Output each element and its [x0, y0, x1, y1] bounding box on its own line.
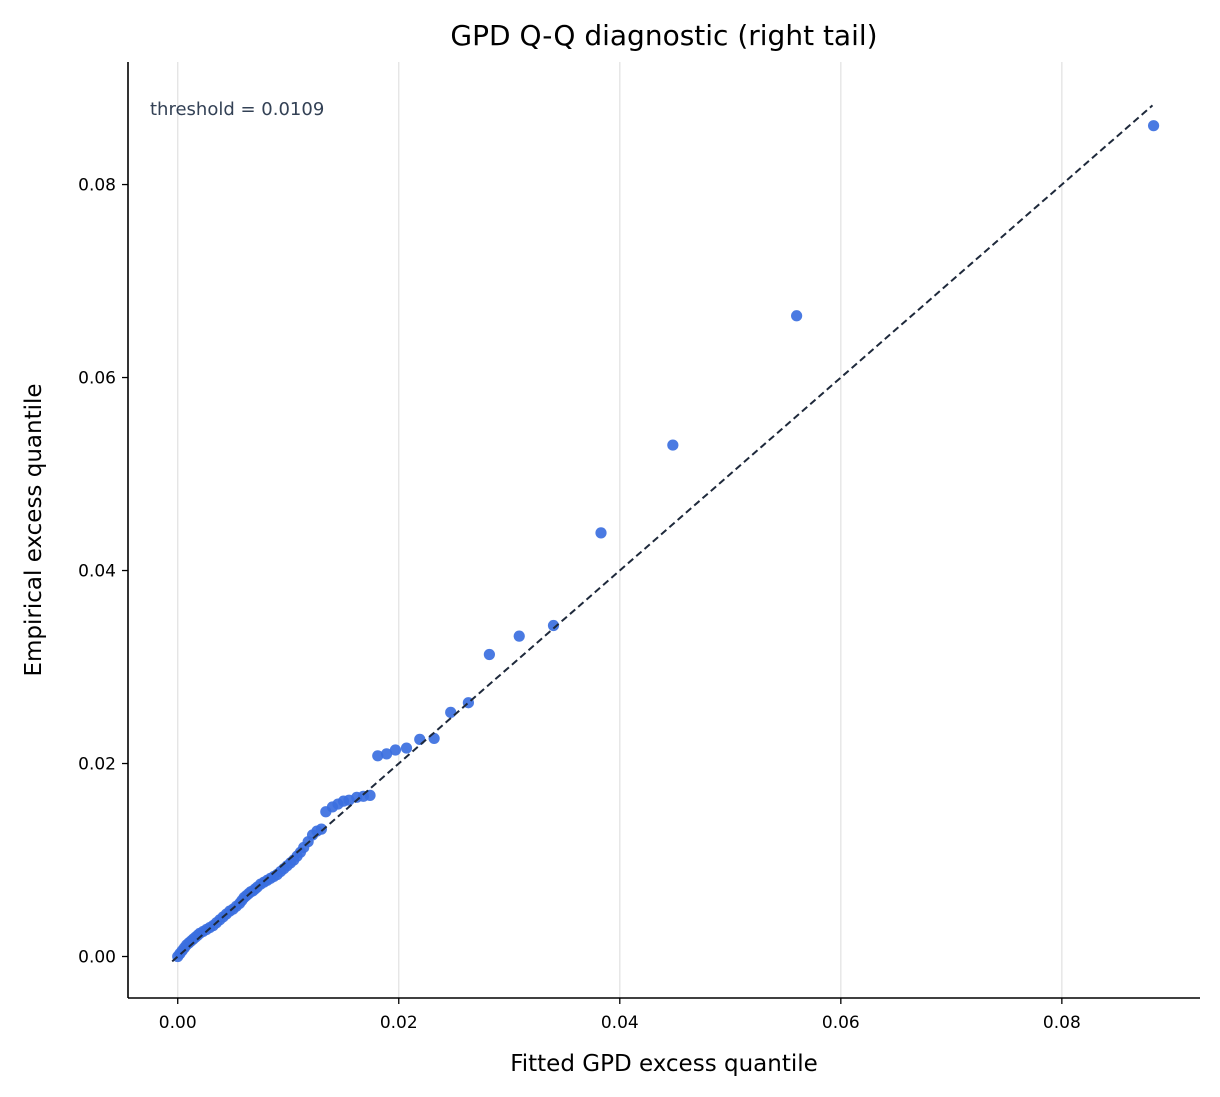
ticks: 0.00 0.02 0.04 0.06 0.08 0.00 0.02 0.04 0.06 0.08: [78, 176, 1081, 1033]
data-point: [428, 732, 440, 745]
data-point: [513, 630, 525, 642]
data-point: [389, 744, 402, 756]
data-point: [547, 619, 560, 632]
axes: [127, 62, 1200, 999]
y-tick-label: 0.08: [78, 176, 116, 196]
chart-title: GPD Q-Q diagnostic (right tail): [450, 19, 877, 52]
data-point: [791, 310, 803, 322]
gridlines: [177, 62, 1063, 998]
data-point: [483, 648, 495, 661]
data-points: [172, 120, 1160, 963]
x-tick-label: 0.02: [380, 1013, 418, 1033]
y-axis-label: Empirical excess quantile: [21, 383, 47, 676]
data-point: [381, 748, 393, 760]
data-point: [400, 742, 413, 754]
x-tick-label: 0.08: [1043, 1013, 1081, 1033]
data-point: [445, 706, 457, 718]
y-tick-label: 0.02: [78, 755, 116, 775]
y-tick-label: 0.00: [78, 948, 116, 968]
x-tick-label: 0.06: [822, 1013, 860, 1033]
data-point: [414, 733, 426, 745]
y-tick-label: 0.06: [78, 369, 116, 389]
data-point: [372, 750, 384, 762]
data-point: [1147, 120, 1160, 132]
data-point: [364, 789, 376, 801]
x-tick-label: 0.04: [601, 1013, 639, 1033]
x-tick-label: 0.00: [159, 1013, 197, 1033]
data-point: [595, 527, 607, 539]
data-point: [667, 439, 679, 451]
data-point: [315, 823, 328, 835]
reference-line: [171, 104, 1154, 963]
threshold-annotation: threshold = 0.0109: [150, 99, 324, 120]
reference-line-layer: [171, 104, 1154, 963]
x-axis-label: Fitted GPD excess quantile: [510, 1051, 818, 1077]
y-tick-label: 0.04: [78, 562, 116, 582]
